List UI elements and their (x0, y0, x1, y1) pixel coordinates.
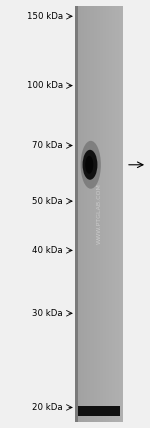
Text: 30 kDa: 30 kDa (32, 309, 63, 318)
FancyBboxPatch shape (86, 6, 87, 422)
FancyBboxPatch shape (114, 6, 115, 422)
FancyBboxPatch shape (106, 6, 107, 422)
FancyBboxPatch shape (115, 6, 116, 422)
FancyBboxPatch shape (96, 6, 97, 422)
FancyBboxPatch shape (104, 6, 105, 422)
FancyBboxPatch shape (116, 6, 117, 422)
FancyBboxPatch shape (107, 6, 108, 422)
FancyBboxPatch shape (78, 406, 120, 416)
FancyBboxPatch shape (110, 6, 111, 422)
FancyBboxPatch shape (80, 6, 81, 422)
FancyBboxPatch shape (108, 6, 109, 422)
FancyBboxPatch shape (76, 6, 77, 422)
Ellipse shape (81, 141, 101, 189)
FancyBboxPatch shape (84, 6, 85, 422)
FancyBboxPatch shape (75, 6, 78, 422)
FancyBboxPatch shape (75, 6, 76, 422)
FancyBboxPatch shape (91, 6, 92, 422)
FancyBboxPatch shape (109, 6, 110, 422)
FancyBboxPatch shape (82, 6, 83, 422)
FancyBboxPatch shape (87, 6, 88, 422)
Text: 20 kDa: 20 kDa (32, 403, 63, 412)
Text: WWW.PTGLAB.COM: WWW.PTGLAB.COM (97, 184, 102, 244)
FancyBboxPatch shape (94, 6, 95, 422)
FancyBboxPatch shape (100, 6, 101, 422)
FancyBboxPatch shape (103, 6, 104, 422)
FancyBboxPatch shape (99, 6, 100, 422)
FancyBboxPatch shape (78, 6, 79, 422)
Ellipse shape (85, 156, 93, 174)
FancyBboxPatch shape (77, 6, 78, 422)
FancyBboxPatch shape (83, 6, 84, 422)
FancyBboxPatch shape (122, 6, 123, 422)
FancyBboxPatch shape (112, 6, 113, 422)
Text: 150 kDa: 150 kDa (27, 12, 63, 21)
Text: 70 kDa: 70 kDa (32, 141, 63, 150)
FancyBboxPatch shape (97, 6, 98, 422)
FancyBboxPatch shape (85, 6, 86, 422)
FancyBboxPatch shape (79, 6, 80, 422)
FancyBboxPatch shape (85, 6, 86, 422)
FancyBboxPatch shape (90, 6, 91, 422)
FancyBboxPatch shape (119, 6, 120, 422)
FancyBboxPatch shape (113, 6, 114, 422)
FancyBboxPatch shape (93, 6, 94, 422)
FancyBboxPatch shape (89, 6, 90, 422)
FancyBboxPatch shape (118, 6, 119, 422)
Text: 100 kDa: 100 kDa (27, 81, 63, 90)
FancyBboxPatch shape (95, 6, 96, 422)
FancyBboxPatch shape (102, 6, 103, 422)
Text: 50 kDa: 50 kDa (32, 196, 63, 206)
FancyBboxPatch shape (98, 6, 99, 422)
FancyBboxPatch shape (92, 6, 93, 422)
Text: 40 kDa: 40 kDa (32, 246, 63, 255)
FancyBboxPatch shape (101, 6, 102, 422)
FancyBboxPatch shape (120, 6, 121, 422)
FancyBboxPatch shape (121, 6, 122, 422)
FancyBboxPatch shape (111, 6, 112, 422)
FancyBboxPatch shape (105, 6, 106, 422)
FancyBboxPatch shape (88, 6, 89, 422)
Ellipse shape (83, 150, 98, 180)
FancyBboxPatch shape (81, 6, 82, 422)
FancyBboxPatch shape (117, 6, 118, 422)
